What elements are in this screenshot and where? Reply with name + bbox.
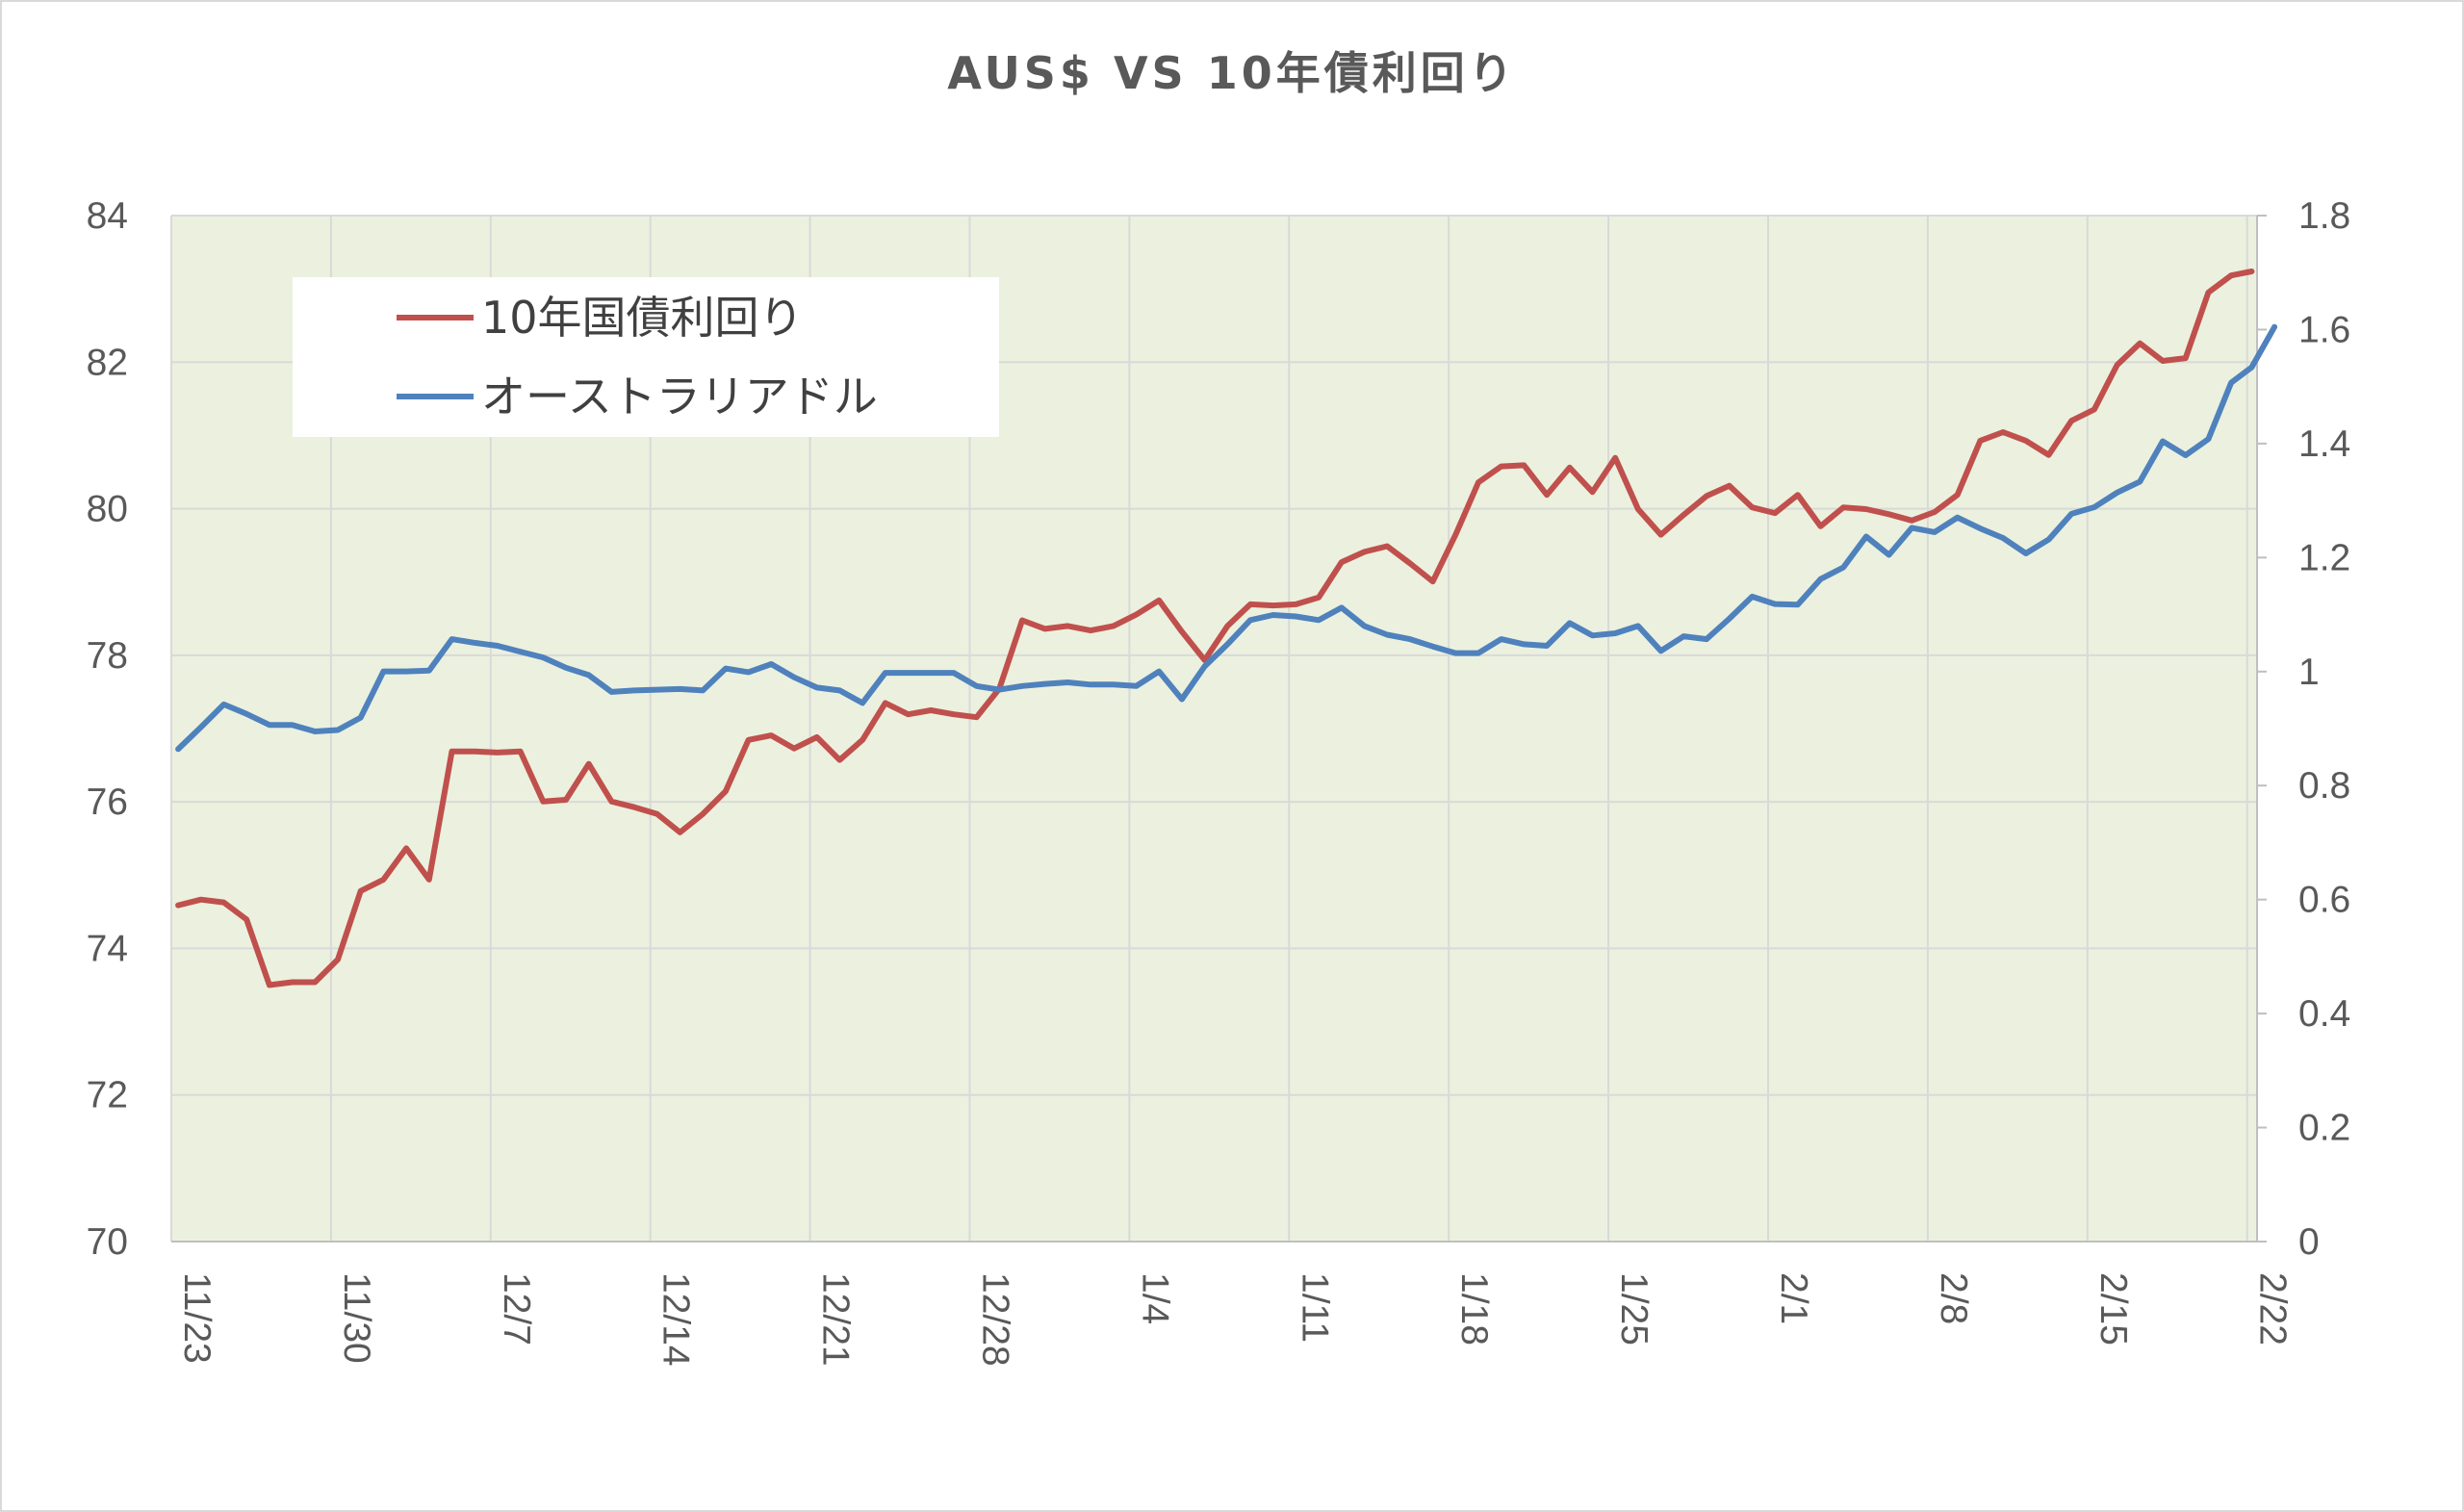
legend: 10年国債利回り オーストラリアドル xyxy=(293,277,999,437)
right-tick-label: 0.4 xyxy=(2298,993,2350,1035)
right-tick-label: 1.4 xyxy=(2298,423,2350,465)
legend-label-yield: 10年国債利回り xyxy=(481,292,804,344)
legend-box xyxy=(293,277,999,437)
left-tick-label: 72 xyxy=(87,1075,128,1116)
left-tick-label: 84 xyxy=(87,195,128,237)
right-tick-label: 0.2 xyxy=(2298,1108,2350,1149)
x-tick-label: 11/23 xyxy=(176,1272,218,1364)
x-tick-label: 12/14 xyxy=(655,1272,697,1367)
chart-title: AUS$ VS 10年債利回り xyxy=(947,47,1516,99)
left-y-axis: 70 72 74 76 78 80 82 84 xyxy=(87,195,128,1263)
right-tick-label: 1.2 xyxy=(2298,537,2350,578)
left-tick-label: 74 xyxy=(87,928,128,969)
right-tick-label: 1.8 xyxy=(2298,195,2350,237)
legend-label-aud: オーストラリアドル xyxy=(481,371,878,423)
x-tick-label: 1/25 xyxy=(1613,1272,1655,1345)
x-tick-label: 12/7 xyxy=(496,1272,537,1345)
x-tick-label: 11/30 xyxy=(336,1272,377,1364)
left-tick-label: 82 xyxy=(87,342,128,383)
left-tick-label: 76 xyxy=(87,782,128,823)
x-tick-label: 12/21 xyxy=(815,1272,857,1367)
series-layer xyxy=(175,269,2278,988)
x-tick-label: 2/8 xyxy=(1933,1272,1974,1324)
x-tick-label: 2/15 xyxy=(2092,1272,2134,1345)
x-tick-label: 2/22 xyxy=(2252,1272,2294,1345)
x-tick-label: 1/18 xyxy=(1453,1272,1495,1345)
x-tick-label: 12/28 xyxy=(975,1272,1016,1367)
right-tick-label: 0 xyxy=(2298,1221,2320,1263)
right-tick-label: 1 xyxy=(2298,652,2320,693)
x-tick-label: 2/1 xyxy=(1773,1272,1814,1324)
left-tick-label: 78 xyxy=(87,635,128,677)
series-line-aud xyxy=(175,323,2278,753)
right-y-axis: 0 0.2 0.4 0.6 0.8 1 1.2 1.4 1.6 1.8 xyxy=(2256,195,2350,1263)
right-tick-label: 1.6 xyxy=(2298,309,2350,350)
x-tick-label: 1/4 xyxy=(1134,1272,1175,1324)
right-tick-label: 0.6 xyxy=(2298,880,2350,921)
right-tick-label: 0.8 xyxy=(2298,765,2350,807)
x-axis: 11/23 11/30 12/7 12/14 12/21 12/28 1/4 1/11 1/18… xyxy=(171,1241,2294,1367)
x-tick-label: 1/11 xyxy=(1294,1272,1335,1343)
left-tick-label: 80 xyxy=(87,489,128,530)
left-tick-label: 70 xyxy=(87,1221,128,1263)
series-line-yield xyxy=(175,269,2255,988)
